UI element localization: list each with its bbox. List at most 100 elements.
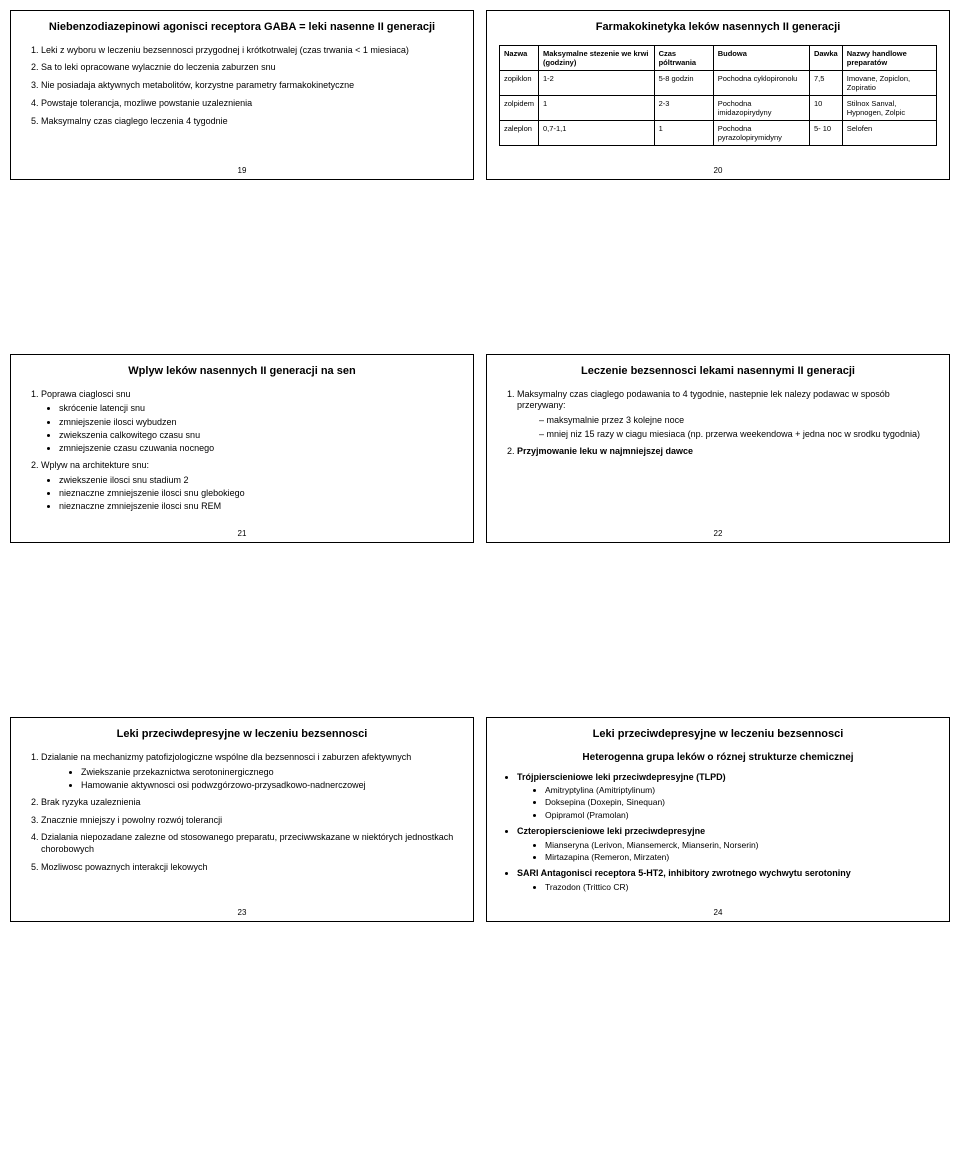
td: zaleplon bbox=[500, 120, 539, 145]
bullet-item: zwiekszenia calkowitego czasu snu bbox=[59, 429, 461, 441]
th: Maksymalne stezenie we krwi (godziny) bbox=[539, 45, 655, 70]
th: Nazwy handlowe preparatów bbox=[842, 45, 936, 70]
slide-title: Leczenie bezsennosci lekami nasennymi II… bbox=[499, 365, 937, 379]
td: 5-8 godzin bbox=[654, 70, 713, 95]
slide-number: 20 bbox=[714, 166, 723, 175]
list-item: Dzialania niepozadane zalezne od stosowa… bbox=[41, 832, 461, 855]
sub-item: Mirtazapina (Remeron, Mirzaten) bbox=[545, 852, 937, 863]
group-lead: Trójpierscieniowe leki przeciwdepresyjne… bbox=[517, 772, 726, 782]
pharmacokinetics-table: Nazwa Maksymalne stezenie we krwi (godzi… bbox=[499, 45, 937, 146]
slide-title: Farmakokinetyka leków nasennych II gener… bbox=[499, 21, 937, 35]
lead-text: Dzialanie na mechanizmy patofizjologiczn… bbox=[41, 752, 411, 762]
list-item: Powstaje tolerancja, mozliwe powstanie u… bbox=[41, 98, 461, 110]
bullet-item: nieznaczne zmniejszenie ilosci snu glebo… bbox=[59, 487, 461, 499]
spacer bbox=[10, 192, 474, 342]
slide-19: Niebenzodiazepinowi agonisci receptora G… bbox=[10, 10, 474, 180]
ordered-list: Leki z wyboru w leczeniu bezsennosci prz… bbox=[23, 45, 461, 127]
ordered-list: Dzialanie na mechanizmy patofizjologiczn… bbox=[23, 752, 461, 873]
bullet-list: Zwiekszanie przekaznictwa serotoninergic… bbox=[41, 766, 461, 791]
dash-list: maksymalnie przez 3 kolejne noce mniej n… bbox=[517, 414, 937, 440]
bullet-item: Zwiekszanie przekaznictwa serotoninergic… bbox=[81, 766, 461, 778]
table-row: zolpidem 1 2-3 Pochodna imidazopirydyny … bbox=[500, 95, 937, 120]
list-item: Mozliwosc powaznych interakcji lekowych bbox=[41, 862, 461, 874]
bullet-item: skrócenie latencji snu bbox=[59, 402, 461, 414]
ordered-list: Maksymalny czas ciaglego podawania to 4 … bbox=[499, 389, 937, 458]
lead-text: Przyjmowanie leku w najmniejszej dawce bbox=[517, 446, 693, 456]
list-item: Leki z wyboru w leczeniu bezsennosci prz… bbox=[41, 45, 461, 57]
tbody: zopiklon 1-2 5-8 godzin Pochodna cyklopi… bbox=[500, 70, 937, 145]
td: Imovane, Zopiclon, Zopiratio bbox=[842, 70, 936, 95]
sub-list: Amitryptylina (Amitriptylinum) Doksepina… bbox=[517, 785, 937, 821]
slide-number: 23 bbox=[238, 908, 247, 917]
bullet-list: Trójpierscieniowe leki przeciwdepresyjne… bbox=[499, 771, 937, 893]
slide-number: 24 bbox=[714, 908, 723, 917]
td: 1 bbox=[654, 120, 713, 145]
list-item: Poprawa ciaglosci snu skrócenie latencji… bbox=[41, 389, 461, 454]
lead-text: Wplyw na architekture snu: bbox=[41, 460, 149, 470]
ordered-list: Poprawa ciaglosci snu skrócenie latencji… bbox=[23, 389, 461, 512]
slide-number: 22 bbox=[714, 529, 723, 538]
slides-grid: Niebenzodiazepinowi agonisci receptora G… bbox=[10, 10, 950, 922]
slide-24: Leki przeciwdepresyjne w leczeniu bezsen… bbox=[486, 717, 950, 922]
td: zolpidem bbox=[500, 95, 539, 120]
list-item: Brak ryzyka uzaleznienia bbox=[41, 797, 461, 809]
sub-item: Trazodon (Trittico CR) bbox=[545, 882, 937, 893]
bullet-item: zmniejszenie ilosci wybudzen bbox=[59, 416, 461, 428]
td: 10 bbox=[809, 95, 842, 120]
bullet-item: zmniejszenie czasu czuwania nocnego bbox=[59, 442, 461, 454]
bullet-item: SARI Antagonisci receptora 5-HT2, inhibi… bbox=[517, 867, 937, 893]
bullet-item: nieznaczne zmniejszenie ilosci snu REM bbox=[59, 500, 461, 512]
list-item: Dzialanie na mechanizmy patofizjologiczn… bbox=[41, 752, 461, 791]
list-item: Przyjmowanie leku w najmniejszej dawce bbox=[517, 446, 937, 458]
dash-item: maksymalnie przez 3 kolejne noce bbox=[539, 414, 937, 426]
slide-number: 21 bbox=[238, 529, 247, 538]
slide-22: Leczenie bezsennosci lekami nasennymi II… bbox=[486, 354, 950, 543]
list-item: Znacznie mniejszy i powolny rozwój toler… bbox=[41, 815, 461, 827]
bullet-item: Czteropierscieniowe leki przeciwdepresyj… bbox=[517, 825, 937, 863]
sub-item: Amitryptylina (Amitriptylinum) bbox=[545, 785, 937, 796]
spacer bbox=[486, 555, 950, 705]
list-item: Maksymalny czas ciaglego leczenia 4 tygo… bbox=[41, 116, 461, 128]
sub-list: Trazodon (Trittico CR) bbox=[517, 882, 937, 893]
td: 1-2 bbox=[539, 70, 655, 95]
list-item: Wplyw na architekture snu: zwiekszenie i… bbox=[41, 460, 461, 512]
slide-title: Leki przeciwdepresyjne w leczeniu bezsen… bbox=[499, 728, 937, 742]
th: Dawka bbox=[809, 45, 842, 70]
spacer bbox=[10, 555, 474, 705]
lead-text: Poprawa ciaglosci snu bbox=[41, 389, 131, 399]
slide-title: Niebenzodiazepinowi agonisci receptora G… bbox=[23, 21, 461, 35]
td: 2-3 bbox=[654, 95, 713, 120]
list-item: Maksymalny czas ciaglego podawania to 4 … bbox=[517, 389, 937, 441]
table-row: zopiklon 1-2 5-8 godzin Pochodna cyklopi… bbox=[500, 70, 937, 95]
td: 5- 10 bbox=[809, 120, 842, 145]
bullet-item: zwiekszenie ilosci snu stadium 2 bbox=[59, 474, 461, 486]
td: Stilnox Sanval, Hypnogen, Zolpic bbox=[842, 95, 936, 120]
th: Czas póltrwania bbox=[654, 45, 713, 70]
th: Budowa bbox=[713, 45, 809, 70]
dash-item: mniej niz 15 razy w ciagu miesiaca (np. … bbox=[539, 428, 937, 440]
th: Nazwa bbox=[500, 45, 539, 70]
td: Pochodna imidazopirydyny bbox=[713, 95, 809, 120]
slide-title: Leki przeciwdepresyjne w leczeniu bezsen… bbox=[23, 728, 461, 742]
bullet-list: skrócenie latencji snu zmniejszenie ilos… bbox=[41, 402, 461, 454]
sub-item: Mianseryna (Lerivon, Miansemerck, Mianse… bbox=[545, 840, 937, 851]
lead-text: Maksymalny czas ciaglego podawania to 4 … bbox=[517, 389, 890, 411]
td: 0,7-1,1 bbox=[539, 120, 655, 145]
list-item: Nie posiadaja aktywnych metabolitów, kor… bbox=[41, 80, 461, 92]
td: zopiklon bbox=[500, 70, 539, 95]
bullet-item: Hamowanie aktywnosci osi podwzgórzowo-pr… bbox=[81, 779, 461, 791]
slide-subtitle: Heterogenna grupa leków o róznej struktu… bbox=[499, 752, 937, 763]
spacer bbox=[486, 192, 950, 342]
td: 1 bbox=[539, 95, 655, 120]
group-lead: Czteropierscieniowe leki przeciwdepresyj… bbox=[517, 826, 705, 836]
sub-item: Opipramol (Pramolan) bbox=[545, 810, 937, 821]
slide-21: Wplyw leków nasennych II generacji na se… bbox=[10, 354, 474, 543]
sub-item: Doksepina (Doxepin, Sinequan) bbox=[545, 797, 937, 808]
td: Pochodna cyklopironolu bbox=[713, 70, 809, 95]
table-row: zaleplon 0,7-1,1 1 Pochodna pyrazolopiry… bbox=[500, 120, 937, 145]
slide-20: Farmakokinetyka leków nasennych II gener… bbox=[486, 10, 950, 180]
sub-list: Mianseryna (Lerivon, Miansemerck, Mianse… bbox=[517, 840, 937, 864]
slide-number: 19 bbox=[238, 166, 247, 175]
td: Selofen bbox=[842, 120, 936, 145]
slide-title: Wplyw leków nasennych II generacji na se… bbox=[23, 365, 461, 379]
